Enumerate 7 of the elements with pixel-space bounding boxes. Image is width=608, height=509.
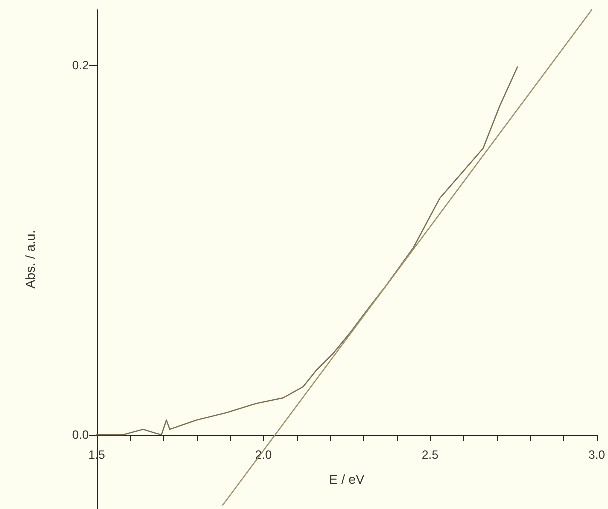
x-tick-label: 3.0 bbox=[588, 448, 606, 462]
y-tick-label: 0.0 bbox=[72, 428, 90, 442]
line-series bbox=[96, 66, 518, 436]
x-axis-title: E / eV bbox=[329, 472, 366, 487]
x-tick-label: 2.5 bbox=[422, 448, 439, 462]
y-axis-title: Abs. / a.u. bbox=[23, 230, 38, 289]
y-tick-label: 0.2 bbox=[72, 58, 90, 72]
